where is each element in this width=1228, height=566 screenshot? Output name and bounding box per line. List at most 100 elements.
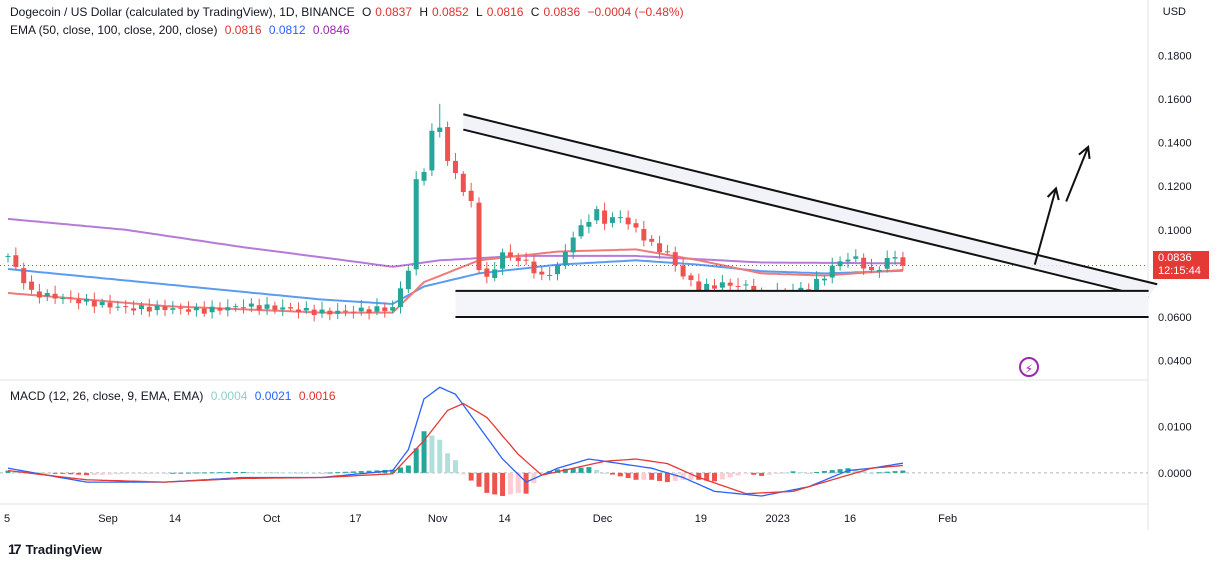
macd-histogram-bar bbox=[688, 472, 694, 480]
candle-body bbox=[288, 307, 294, 309]
open-label: O bbox=[361, 5, 372, 19]
candle-body bbox=[712, 285, 717, 289]
candle-body bbox=[798, 287, 804, 291]
tradingview-icon: 17 bbox=[8, 541, 22, 557]
macd-histogram-bar bbox=[123, 472, 129, 475]
candle-body bbox=[413, 179, 419, 270]
time-tick-label: Nov bbox=[428, 513, 448, 525]
macd-histogram-bar bbox=[99, 472, 105, 475]
macd-histogram-bar bbox=[664, 472, 670, 483]
macd-histogram-bar bbox=[5, 470, 11, 473]
macd-histogram-bar bbox=[413, 448, 419, 473]
macd-histogram-bar bbox=[36, 472, 42, 474]
candle-body bbox=[390, 307, 396, 311]
candle-body bbox=[492, 269, 498, 279]
ema-legend[interactable]: EMA (50, close, 100, close, 200, close) … bbox=[10, 23, 354, 37]
change-value: −0.0004 (−0.48%) bbox=[587, 5, 684, 19]
macd-histogram-bar bbox=[484, 472, 490, 493]
candle-body bbox=[358, 307, 364, 312]
ema100-path bbox=[7, 259, 903, 305]
macd-histogram-bar bbox=[138, 472, 144, 474]
macd-legend[interactable]: MACD (12, 26, close, 9, EMA, EMA) 0.0004… bbox=[10, 389, 340, 403]
candle-body bbox=[76, 299, 82, 304]
lightning-icon[interactable]: ⚡ bbox=[1019, 357, 1039, 377]
bar-countdown: 12:15:44 bbox=[1158, 265, 1201, 277]
close-label: C bbox=[530, 5, 540, 19]
macd-histogram-bar bbox=[272, 472, 278, 474]
macd-histogram-bar bbox=[657, 472, 663, 481]
ema100-line bbox=[7, 259, 903, 305]
time-tick-label: 14 bbox=[499, 513, 511, 525]
macd-histogram-bar bbox=[602, 472, 608, 474]
macd-hist-value: 0.0004 bbox=[210, 389, 248, 403]
macd-histogram-bar bbox=[500, 472, 506, 496]
candle-body bbox=[680, 265, 686, 277]
candle-body bbox=[382, 307, 388, 312]
high-value: 0.0852 bbox=[432, 5, 469, 19]
macd-histogram-bar bbox=[625, 472, 631, 479]
candle-body bbox=[193, 306, 199, 311]
candle-body bbox=[484, 268, 490, 277]
macd-histogram-bar bbox=[264, 472, 270, 474]
candle-body bbox=[523, 259, 529, 261]
ema50-value: 0.0816 bbox=[224, 23, 262, 37]
macd-histogram-bar bbox=[649, 472, 655, 480]
macd-histogram-bar bbox=[170, 472, 176, 474]
candle-body bbox=[900, 257, 906, 266]
candle-body bbox=[60, 298, 66, 300]
macd-histogram-bar bbox=[523, 472, 529, 494]
macd-histogram-bar bbox=[437, 439, 443, 473]
macd-histogram-bar bbox=[617, 472, 623, 477]
macd-histogram-bar bbox=[193, 472, 199, 474]
macd-histogram-bar bbox=[429, 435, 435, 473]
candle-body bbox=[429, 130, 435, 171]
currency-label[interactable]: USD bbox=[1162, 6, 1186, 18]
macd-histogram-bar bbox=[743, 472, 749, 474]
brand-name: TradingView bbox=[25, 541, 102, 557]
macd-histogram-bar bbox=[76, 472, 82, 475]
price-grid bbox=[0, 0, 1149, 530]
macd-histogram-bar bbox=[586, 467, 592, 473]
macd-histogram-bar bbox=[515, 472, 521, 493]
macd-histogram-bar bbox=[131, 472, 137, 474]
macd-histogram-bar bbox=[84, 472, 89, 476]
candle-body bbox=[303, 308, 309, 311]
high-label: H bbox=[419, 5, 428, 19]
candle-body bbox=[146, 306, 152, 312]
symbol-title[interactable]: Dogecoin / US Dollar (calculated by Trad… bbox=[10, 5, 355, 19]
macd-histogram-bar bbox=[452, 460, 458, 473]
signal-line bbox=[7, 402, 903, 495]
candle-body bbox=[107, 302, 113, 308]
macd-histogram-bar bbox=[445, 453, 451, 473]
candle-body bbox=[869, 266, 874, 271]
macd-histogram-bar bbox=[869, 472, 874, 474]
candle-body bbox=[507, 252, 513, 257]
macd-histogram-bar bbox=[335, 472, 341, 474]
macd-histogram-bar bbox=[821, 471, 827, 473]
macd-histogram-bar bbox=[280, 472, 286, 474]
macd-label[interactable]: MACD (12, 26, close, 9, EMA, EMA) bbox=[10, 389, 204, 403]
candle-body bbox=[876, 269, 882, 272]
candle-body bbox=[853, 256, 859, 259]
candle-body bbox=[641, 229, 647, 241]
macd-histogram-bar bbox=[295, 472, 301, 474]
candle-body bbox=[233, 306, 239, 308]
time-tick-label: 19 bbox=[695, 513, 707, 525]
macd-histogram-bar bbox=[60, 472, 66, 474]
candle-body bbox=[5, 255, 11, 257]
macd-histogram-bar bbox=[641, 472, 647, 480]
macd-histogram-bar bbox=[154, 472, 160, 474]
candle-body bbox=[241, 307, 246, 309]
macd-histogram-bar bbox=[727, 472, 733, 478]
macd-histogram-bar bbox=[735, 472, 741, 476]
ema-label[interactable]: EMA (50, close, 100, close, 200, close) bbox=[10, 23, 218, 37]
brand-logo[interactable]: 17 TradingView bbox=[8, 541, 102, 557]
macd-histogram-bar bbox=[476, 472, 482, 487]
candle-body bbox=[264, 304, 270, 309]
macd-histogram-bar bbox=[319, 472, 325, 474]
macd-histogram-bar bbox=[892, 471, 898, 473]
macd-histogram-bar bbox=[884, 471, 890, 473]
time-tick-label: Sep bbox=[98, 513, 118, 525]
macd-histogram-bar bbox=[806, 472, 812, 474]
